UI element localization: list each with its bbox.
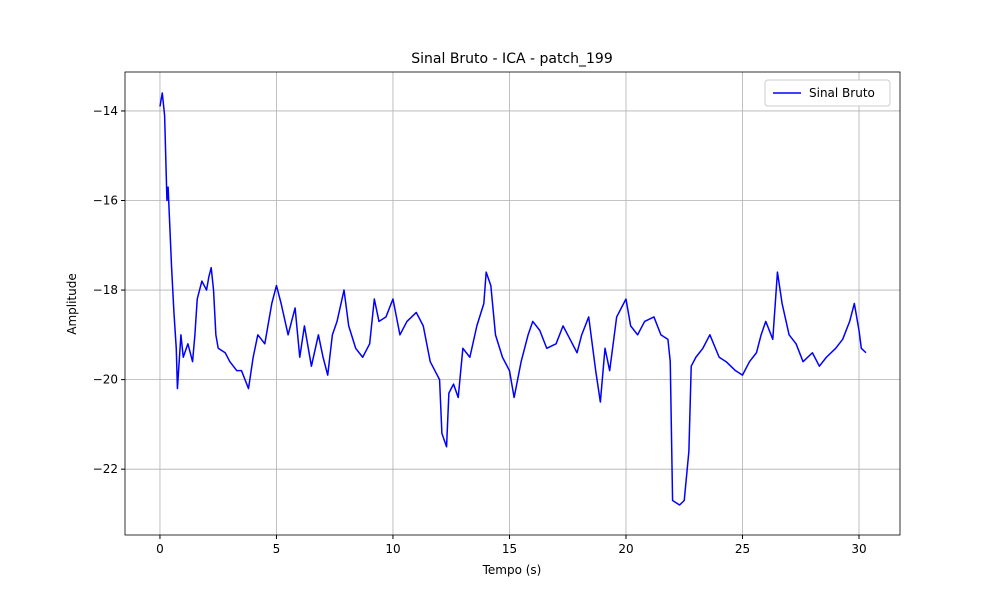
x-tick-label: 30 [851,542,866,556]
x-tick-label: 15 [502,542,517,556]
plot-frame [124,71,901,536]
y-tick-label: −18 [93,283,118,297]
x-tick-label: 25 [735,542,750,556]
data-line [159,92,867,506]
y-tick-label: −22 [93,462,118,476]
y-tick-label: −16 [93,194,118,208]
y-tick-label: −20 [93,373,118,387]
x-tick-label: 10 [385,542,400,556]
chart-title: Sinal Bruto - ICA - patch_199 [411,51,613,67]
x-tick-label: 0 [156,542,164,556]
x-tick-label: 20 [618,542,633,556]
x-axis-label: Tempo (s) [482,563,542,577]
legend-label: Sinal Bruto [809,86,875,100]
y-tick-label: −14 [93,104,118,118]
legend-box [764,79,891,107]
x-tick-label: 5 [273,542,281,556]
y-axis-label: Amplitude [65,273,79,335]
